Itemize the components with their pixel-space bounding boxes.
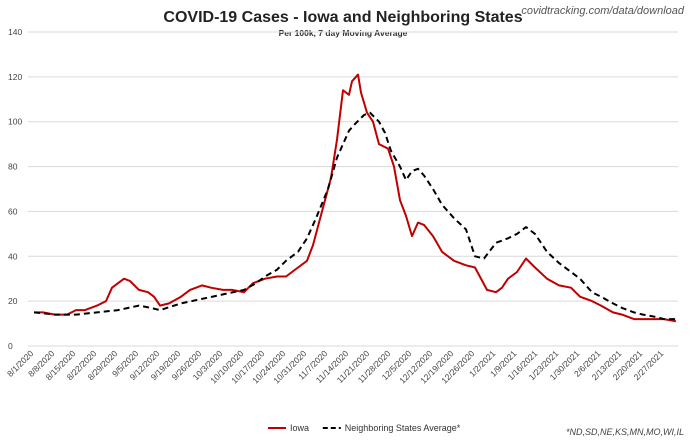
- gridlines: [28, 31, 678, 347]
- y-tick-label: 80: [8, 162, 18, 172]
- y-tick-label: 0: [8, 341, 13, 351]
- source-note: covidtracking.com/data/download: [521, 5, 685, 17]
- chart-subtitle: Per 100k, 7 day Moving Average: [279, 28, 408, 38]
- legend-label: Iowa: [290, 423, 309, 433]
- y-tick-label: 40: [8, 251, 18, 261]
- series-line-iowa: [34, 73, 677, 323]
- y-tick-label: 20: [8, 296, 18, 306]
- y-tick-label: 140: [8, 27, 22, 37]
- footnote: *ND,SD,NE,KS,MN,MO,WI,IL: [566, 427, 684, 437]
- y-tick-label: 100: [8, 117, 22, 127]
- series-lines: [33, 73, 677, 323]
- legend: Iowa Neighboring States Average*: [268, 423, 461, 433]
- x-axis-ticks: 8/1/20208/8/20208/15/20208/22/20208/29/2…: [5, 348, 666, 385]
- legend-label: Neighboring States Average*: [345, 423, 461, 433]
- series-line-neighbors: [33, 111, 676, 321]
- y-tick-label: 60: [8, 206, 18, 216]
- chart-title: COVID-19 Cases - Iowa and Neighboring St…: [163, 9, 522, 26]
- y-axis-ticks: 0 20 40 60 80 100 120 140: [8, 27, 22, 351]
- y-tick-label: 120: [8, 72, 22, 82]
